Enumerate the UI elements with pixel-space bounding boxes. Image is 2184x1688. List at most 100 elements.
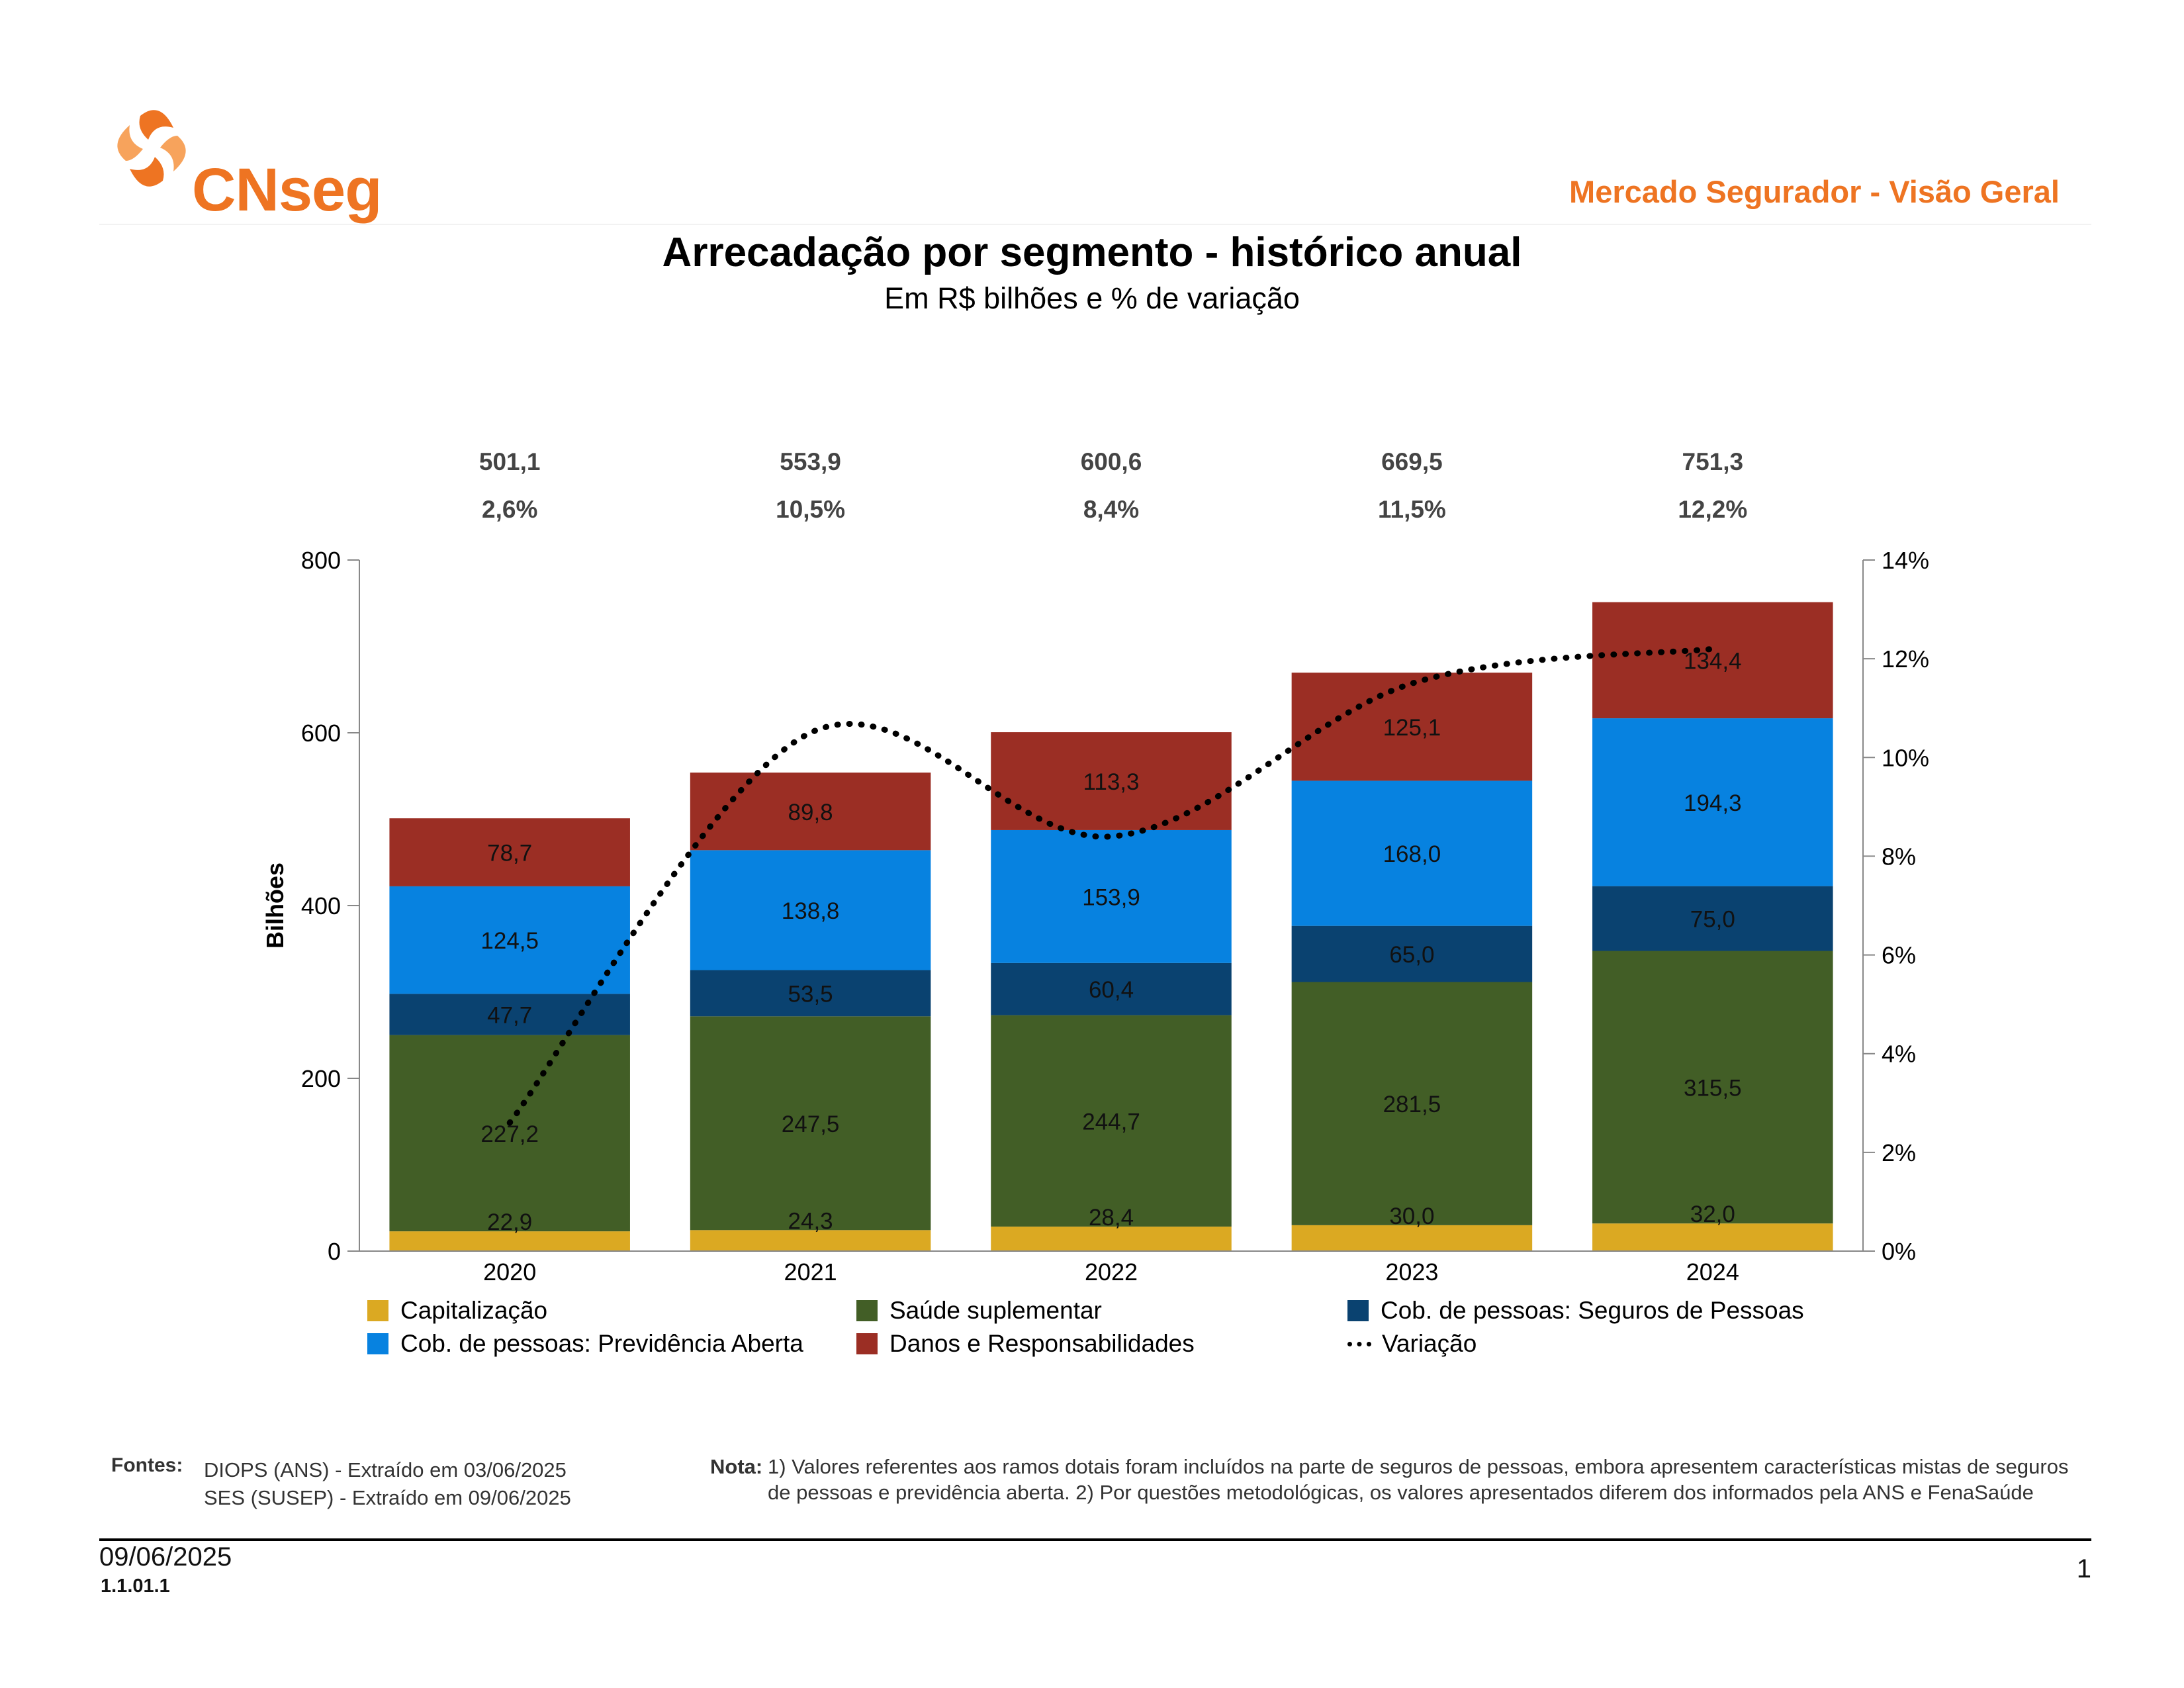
total-label: 600,6 [1081,448,1142,475]
nota-label: Nota: [710,1455,763,1478]
chart-subtitle: Em R$ bilhões e % de variação [884,281,1300,315]
x-tick-label: 2020 [483,1258,536,1286]
bar-segment [690,1016,931,1231]
data-label: 47,7 [487,1002,532,1028]
legend-label: Saúde suplementar [889,1297,1102,1324]
bar-segment [1291,673,1533,781]
bar-segment [1291,925,1533,982]
data-label: 124,5 [480,928,539,954]
variation-label: 8,4% [1083,496,1139,523]
report-title: Mercado Segurador - Visão Geral [1569,174,2060,209]
bar-segment [389,1231,630,1251]
data-label: 75,0 [1690,907,1735,933]
y2-tick-label: 0% [1882,1238,1916,1265]
legend-swatch-saude-suplementar [856,1300,878,1321]
x-tick-label: 2023 [1385,1258,1438,1286]
y2-tick-label: 8% [1882,843,1916,870]
header-divider [99,224,2091,225]
y-axis-title: Bilhões [261,863,289,949]
logo-wordmark: CNseg [192,156,382,224]
legend-item-variacao: Variação [1347,1329,1477,1358]
data-label: 153,9 [1082,884,1140,910]
fonte-ses: SES (SUSEP) - Extraído em 09/06/2025 [204,1486,571,1509]
legend-item-previdencia-aberta: Cob. de pessoas: Previdência Aberta [367,1329,803,1358]
footer-date: 09/06/2025 [99,1542,232,1571]
data-label: 281,5 [1383,1092,1441,1117]
data-label: 247,5 [782,1111,840,1137]
data-label: 65,0 [1389,942,1434,968]
data-label: 168,0 [1383,841,1441,867]
fontes-label: Fontes: [111,1454,183,1476]
data-label: 113,3 [1083,769,1140,795]
bar-segment [389,886,630,994]
data-label: 227,2 [480,1121,539,1147]
bar-segment [389,1035,630,1232]
bar-segment [1291,1225,1533,1251]
legend-label: Capitalização [400,1297,548,1324]
bar-segment [1291,780,1533,926]
legend-item-capitalizacao: Capitalização [367,1296,547,1325]
data-label: 30,0 [1389,1203,1434,1229]
legend-swatch-danos-e-responsabilidades [856,1333,878,1354]
bar-segment [991,962,1232,1015]
y2-tick-label: 2% [1882,1139,1916,1166]
bar-segment [991,829,1232,963]
y2-tick-label: 4% [1882,1041,1916,1068]
fonte-diops: DIOPS (ANS) - Extraído em 03/06/2025 [204,1458,567,1481]
legend-line-variacao [1347,1341,1371,1346]
data-label: 134,4 [1684,648,1742,674]
data-label: 28,4 [1089,1205,1134,1231]
axes-layer: 2020 2021 2022 2023 2024 0 200 400 600 800 0% 2% 4% 6… [261,547,1929,1286]
legend-swatch-seguros-de-pessoas [1347,1300,1369,1321]
data-label: 194,3 [1684,790,1742,816]
cnseg-logo [117,110,186,187]
total-label: 751,3 [1682,448,1744,475]
bar-segment [389,818,630,886]
total-label: 669,5 [1381,448,1443,475]
data-label: 60,4 [1089,977,1134,1003]
data-label: 244,7 [1082,1109,1140,1135]
footer-code: 1.1.01.1 [101,1575,170,1597]
legend-label: Cob. de pessoas: Seguros de Pessoas [1381,1297,1804,1324]
variation-label: 11,5% [1378,496,1446,523]
legend-item-danos-e-responsabilidades: Danos e Responsabilidades [856,1329,1195,1358]
legend-swatch-previdencia-aberta [367,1333,388,1354]
bar-segment [991,1226,1232,1251]
variation-label: 2,6% [482,496,537,523]
data-label: 53,5 [788,981,833,1007]
stacked-bar-chart: 2020 2021 2022 2023 2024 0 200 400 600 800 0% 2% 4% 6… [261,448,1929,1286]
legend-item-saude-suplementar: Saúde suplementar [856,1296,1102,1325]
total-label: 501,1 [479,448,541,475]
bar-segment [690,970,931,1017]
legend-label: Cob. de pessoas: Previdência Aberta [400,1330,803,1357]
legend-item-seguros-de-pessoas: Cob. de pessoas: Seguros de Pessoas [1347,1296,1804,1325]
bar-segment [1592,602,1833,719]
y2-tick-label: 6% [1882,942,1916,969]
bars-layer [389,602,1833,1251]
y-tick-label: 600 [301,720,341,747]
bar-segment [1592,718,1833,886]
y-tick-label: 400 [301,892,341,919]
bar-segment [1592,886,1833,951]
data-label: 22,9 [487,1209,532,1235]
x-tick-label: 2021 [784,1258,837,1286]
page-number: 1 [2076,1554,2091,1583]
y-tick-label: 0 [328,1238,341,1265]
x-tick-label: 2022 [1085,1258,1138,1286]
y-tick-label: 200 [301,1065,341,1092]
bar-segment [690,1230,931,1251]
y2-tick-label: 14% [1882,547,1929,574]
cnseg-logo-mark [117,110,186,187]
bar-segment [690,850,931,970]
chart-title: Arrecadação por segmento - histórico anu… [662,230,1522,275]
data-label: 315,5 [1684,1075,1742,1101]
variation-label: 12,2% [1678,496,1747,523]
data-label: 89,8 [788,800,833,825]
nota-text: 1) Valores referentes aos ramos dotais f… [768,1455,2069,1504]
bar-segment [1291,982,1533,1225]
variation-label: 10,5% [776,496,845,523]
data-label: 24,3 [788,1208,833,1234]
data-label: 125,1 [1383,715,1441,741]
y-tick-label: 800 [301,547,341,574]
variation-line [506,645,1716,1126]
